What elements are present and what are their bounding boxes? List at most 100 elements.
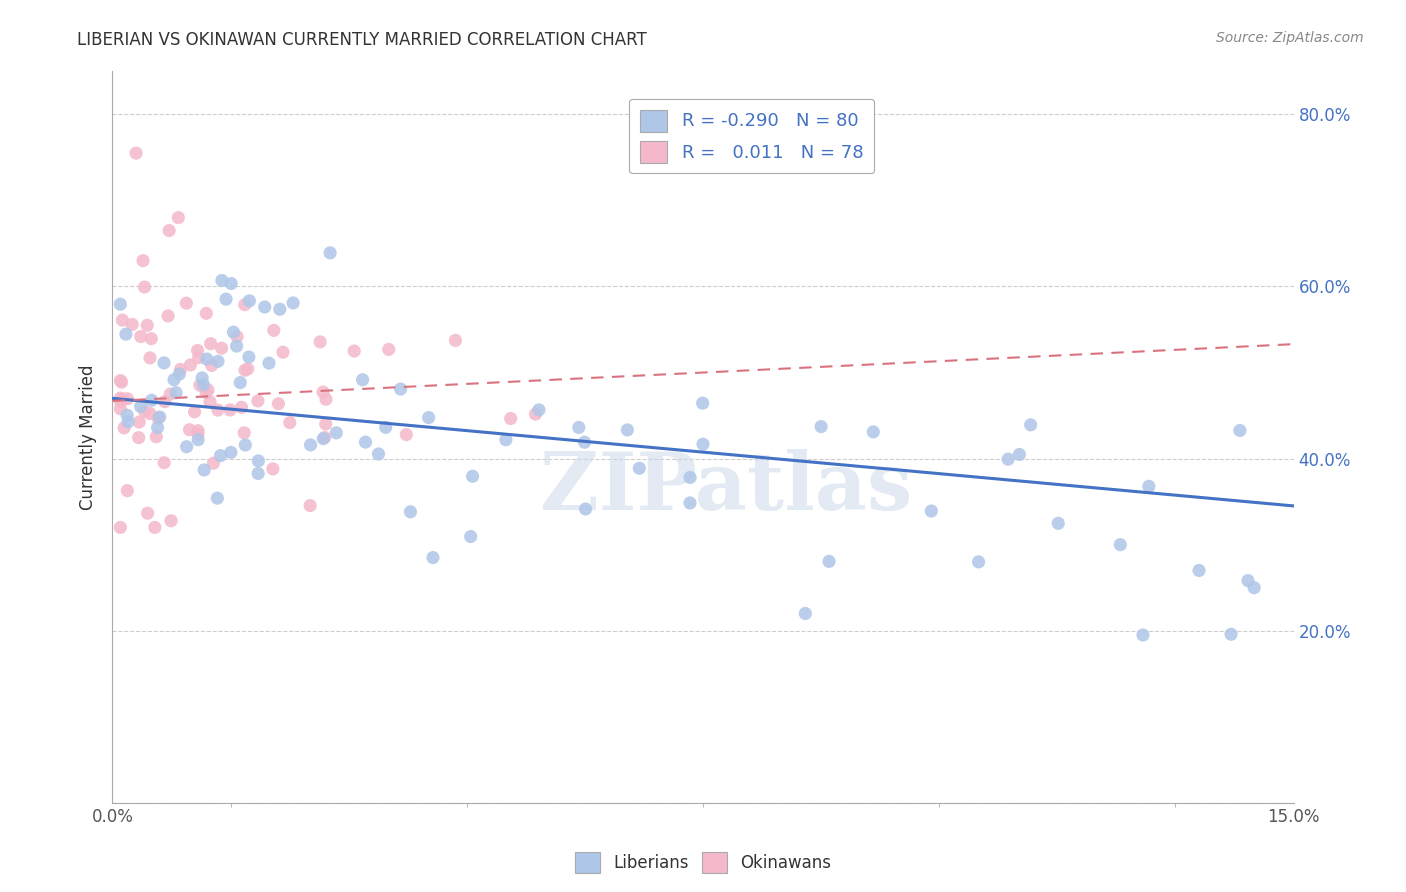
Point xyxy=(163,373,186,387)
Point xyxy=(315,392,337,407)
Point xyxy=(176,296,198,310)
Point xyxy=(153,456,176,470)
Point xyxy=(146,411,169,425)
Point xyxy=(862,425,884,439)
Text: Source: ZipAtlas.com: Source: ZipAtlas.com xyxy=(1216,31,1364,45)
Point xyxy=(219,403,242,417)
Point xyxy=(160,514,183,528)
Point xyxy=(211,273,233,287)
Point xyxy=(1019,417,1042,432)
Point xyxy=(136,318,159,333)
Point xyxy=(1188,564,1211,578)
Point xyxy=(267,397,290,411)
Point xyxy=(1237,574,1260,588)
Point xyxy=(238,350,260,364)
Point xyxy=(179,358,201,372)
Point xyxy=(197,383,219,397)
Point xyxy=(112,421,135,435)
Point xyxy=(374,420,396,434)
Point xyxy=(193,463,215,477)
Point xyxy=(200,336,222,351)
Point xyxy=(574,502,596,516)
Point xyxy=(616,423,638,437)
Point xyxy=(176,440,198,454)
Point xyxy=(111,392,134,407)
Point xyxy=(299,499,322,513)
Point xyxy=(257,356,280,370)
Point xyxy=(117,392,139,406)
Point xyxy=(187,433,209,447)
Point xyxy=(110,297,132,311)
Point xyxy=(794,607,817,621)
Point xyxy=(132,253,155,268)
Point xyxy=(354,435,377,450)
Point xyxy=(179,423,201,437)
Point xyxy=(195,352,218,367)
Point xyxy=(247,454,270,468)
Point xyxy=(222,325,245,339)
Point xyxy=(692,437,714,451)
Point xyxy=(1137,479,1160,493)
Point xyxy=(188,378,211,392)
Point xyxy=(209,449,232,463)
Point xyxy=(1220,627,1243,641)
Legend: Liberians, Okinawans: Liberians, Okinawans xyxy=(568,846,838,880)
Point xyxy=(187,426,209,441)
Point xyxy=(1109,538,1132,552)
Point xyxy=(1132,628,1154,642)
Point xyxy=(215,292,238,306)
Point xyxy=(1243,581,1265,595)
Point xyxy=(134,280,156,294)
Point xyxy=(139,351,162,365)
Point xyxy=(115,409,138,423)
Point xyxy=(1229,424,1251,438)
Point xyxy=(238,293,260,308)
Point xyxy=(233,438,256,452)
Point xyxy=(236,361,259,376)
Point xyxy=(233,363,256,377)
Point xyxy=(165,385,187,400)
Point xyxy=(153,394,176,409)
Point xyxy=(146,420,169,434)
Point xyxy=(187,343,209,358)
Point xyxy=(278,416,301,430)
Point xyxy=(145,430,167,444)
Point xyxy=(418,410,440,425)
Point xyxy=(460,529,482,543)
Point xyxy=(389,382,412,396)
Point xyxy=(141,393,163,408)
Point xyxy=(202,456,225,470)
Point xyxy=(628,461,651,475)
Point xyxy=(231,401,253,415)
Point xyxy=(117,415,139,429)
Point xyxy=(128,415,150,429)
Point xyxy=(246,393,269,408)
Point xyxy=(157,223,180,237)
Point xyxy=(367,447,389,461)
Point xyxy=(110,401,132,416)
Point xyxy=(167,211,190,225)
Point xyxy=(187,351,209,365)
Point xyxy=(183,405,205,419)
Point xyxy=(281,296,304,310)
Point xyxy=(315,417,337,431)
Point xyxy=(444,334,467,348)
Text: LIBERIAN VS OKINAWAN CURRENTLY MARRIED CORRELATION CHART: LIBERIAN VS OKINAWAN CURRENTLY MARRIED C… xyxy=(77,31,647,49)
Point xyxy=(253,300,276,314)
Point xyxy=(207,403,229,417)
Point xyxy=(219,277,242,291)
Point xyxy=(195,306,218,320)
Point xyxy=(128,431,150,445)
Point xyxy=(225,339,247,353)
Point xyxy=(198,395,221,409)
Point xyxy=(263,323,285,337)
Point xyxy=(1047,516,1070,531)
Point xyxy=(207,491,229,505)
Point xyxy=(352,373,374,387)
Point xyxy=(499,411,522,425)
Point xyxy=(169,362,191,376)
Point xyxy=(271,345,294,359)
Point xyxy=(319,245,342,260)
Point xyxy=(111,313,134,327)
Point xyxy=(233,298,256,312)
